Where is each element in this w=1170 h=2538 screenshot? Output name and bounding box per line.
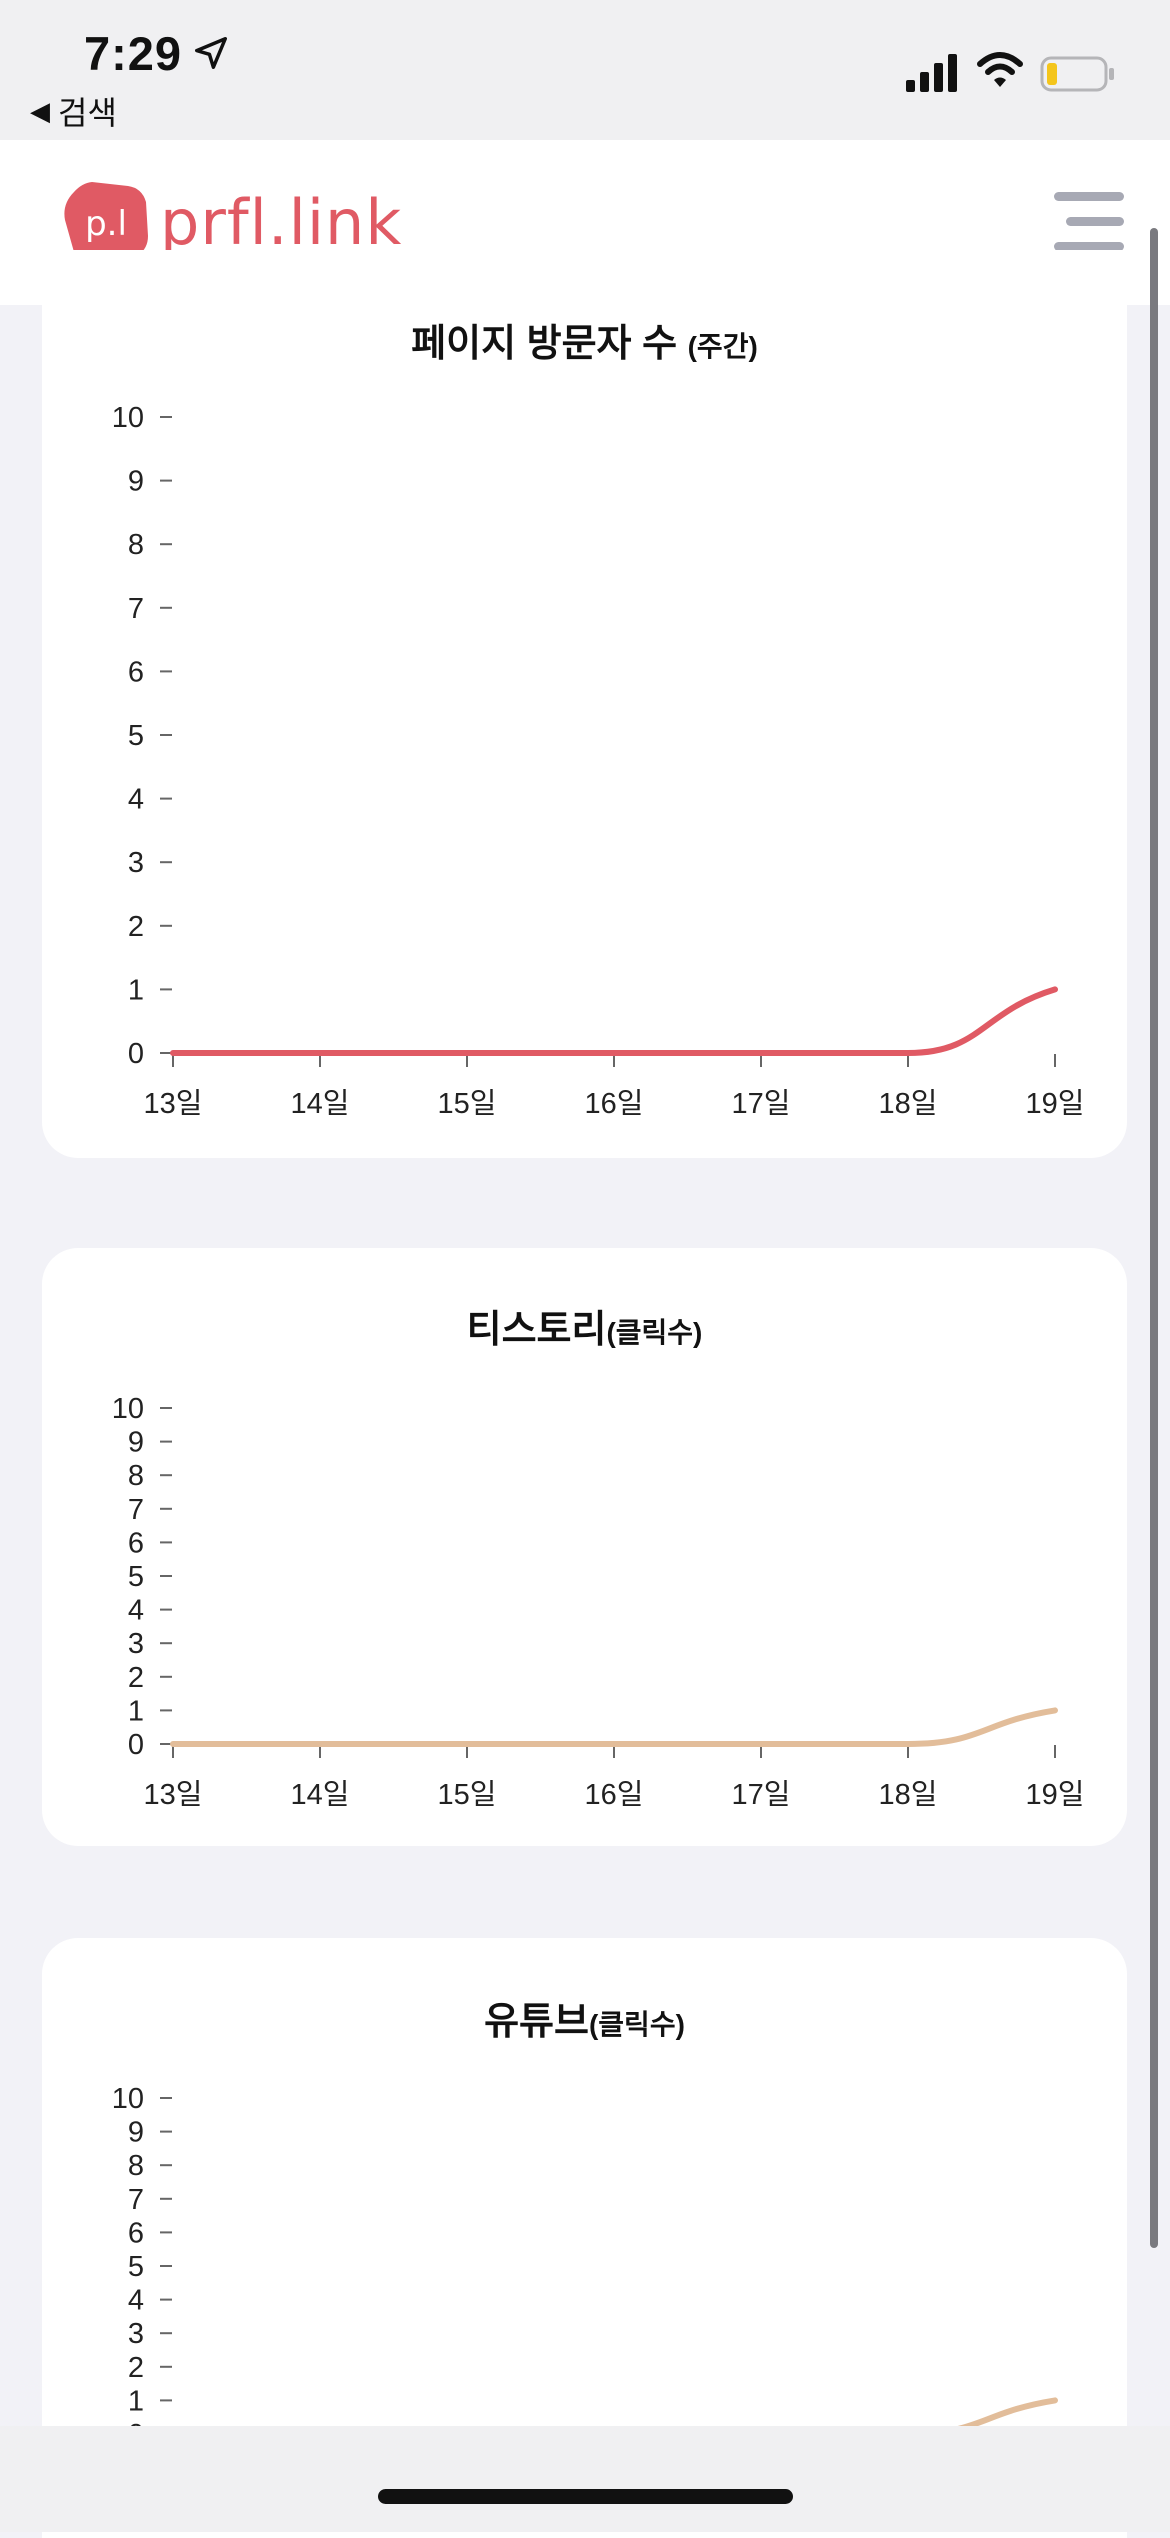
y-tick-label: 2 [128, 2352, 144, 2384]
series-line [173, 1710, 1055, 1744]
y-tick-label: 7 [128, 2184, 144, 2216]
location-arrow-icon [192, 34, 230, 72]
y-tick-label: 2 [128, 911, 144, 943]
wifi-icon [976, 50, 1024, 90]
x-tick-label: 18일 [879, 1088, 938, 1120]
x-tick-label: 14일 [291, 1088, 350, 1120]
y-tick-label: 6 [128, 2217, 144, 2249]
y-tick-label: 9 [128, 1427, 144, 1459]
logo-badge-text: p.l [85, 204, 127, 244]
y-tick-label: 8 [128, 1460, 144, 1492]
y-tick-label: 0 [128, 1729, 144, 1761]
x-tick-label: 13일 [144, 1779, 203, 1811]
y-tick-label: 3 [128, 2318, 144, 2350]
x-tick-label: 13일 [144, 1088, 203, 1120]
y-tick-label: 4 [128, 1595, 144, 1627]
y-tick-label: 1 [128, 1695, 144, 1727]
y-tick-label: 5 [128, 1561, 144, 1593]
x-tick-label: 16일 [585, 1088, 644, 1120]
x-tick-label: 14일 [291, 1779, 350, 1811]
y-tick-label: 1 [128, 2385, 144, 2417]
y-tick-label: 7 [128, 593, 144, 625]
x-tick-label: 16일 [585, 1779, 644, 1811]
x-tick-label: 19일 [1026, 1779, 1085, 1811]
bottom-safe-area [0, 2426, 1170, 2532]
x-tick-label: 18일 [879, 1779, 938, 1811]
battery-low-icon [1040, 56, 1116, 92]
y-tick-label: 3 [128, 847, 144, 879]
y-tick-label: 10 [112, 402, 144, 434]
back-to-search-link[interactable]: ◀ 검색 [30, 88, 117, 134]
y-tick-label: 7 [128, 1494, 144, 1526]
y-tick-label: 6 [128, 1527, 144, 1559]
y-tick-label: 1 [128, 974, 144, 1006]
y-tick-label: 6 [128, 656, 144, 688]
x-tick-label: 15일 [438, 1779, 497, 1811]
hamburger-menu-icon[interactable] [1054, 192, 1124, 254]
series-line [173, 989, 1055, 1053]
y-tick-label: 2 [128, 1662, 144, 1694]
home-indicator[interactable] [378, 2489, 793, 2504]
status-bar: 7:29 ◀ 검색 [0, 0, 1170, 140]
status-time: 7:29 [84, 26, 182, 81]
x-tick-label: 17일 [732, 1088, 791, 1120]
y-tick-label: 3 [128, 1628, 144, 1660]
y-tick-label: 8 [128, 529, 144, 561]
back-label: 검색 [58, 88, 117, 134]
y-tick-label: 5 [128, 2251, 144, 2283]
y-tick-label: 10 [112, 2083, 144, 2115]
visitors-line-chart: 0 1 2 3 4 5 6 7 8 9 10 13일 14일 15일 16일 17일 18일 19일 [42, 250, 1127, 1158]
scrollbar[interactable] [1150, 228, 1158, 2248]
x-tick-label: 15일 [438, 1088, 497, 1120]
back-triangle-icon: ◀ [30, 96, 50, 127]
y-tick-label: 4 [128, 2285, 144, 2317]
y-tick-label: 8 [128, 2150, 144, 2182]
y-tick-label: 10 [112, 1393, 144, 1425]
x-tick-label: 19일 [1026, 1088, 1085, 1120]
logo-text: prfl.link [160, 186, 402, 259]
y-tick-label: 0 [128, 1038, 144, 1070]
y-tick-label: 5 [128, 720, 144, 752]
y-tick-label: 9 [128, 466, 144, 498]
x-tick-label: 17일 [732, 1779, 791, 1811]
y-tick-label: 4 [128, 784, 144, 816]
cellular-signal-icon [906, 54, 958, 92]
y-tick-label: 9 [128, 2117, 144, 2149]
